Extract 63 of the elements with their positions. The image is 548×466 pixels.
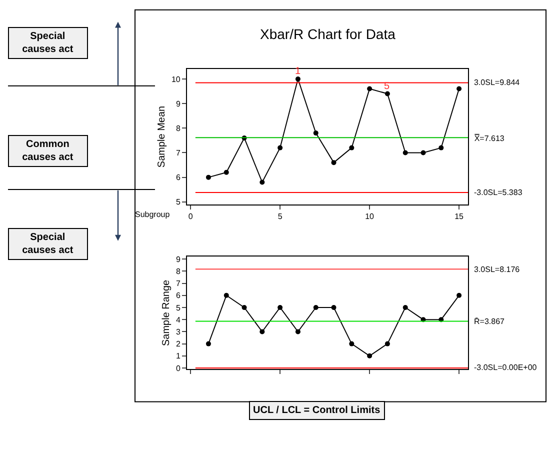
y-tick-label: 0 — [176, 364, 181, 373]
point — [260, 329, 265, 334]
x-axis-title: Subgroup — [135, 210, 170, 219]
y-tick-label: 6 — [176, 291, 181, 300]
y-tick-label: 8 — [176, 124, 181, 133]
annotation: 5 — [384, 81, 390, 92]
text: Special causes act — [22, 31, 74, 55]
y-tick-label: 9 — [176, 99, 181, 108]
y-tick-label: 3 — [176, 328, 181, 336]
text: Common causes act — [22, 139, 74, 163]
point — [331, 305, 336, 310]
x-tick-label: 10 — [365, 212, 375, 221]
point — [367, 86, 372, 92]
y-tick-label: 8 — [176, 267, 181, 276]
point — [278, 145, 283, 150]
ref-line-label: -3.0SL=0.00E+00 — [474, 363, 538, 372]
point — [242, 305, 247, 310]
x-tick-label: 15 — [454, 212, 464, 221]
y-tick-label: 7 — [176, 148, 181, 158]
point — [420, 150, 426, 156]
point — [349, 341, 354, 346]
ref-line-label: -3.0SL=5.383 — [474, 188, 523, 197]
point — [278, 305, 283, 310]
chart-title: Xbar/R Chart for Data — [260, 26, 396, 42]
annotation: 1 — [295, 66, 301, 77]
y-tick-label: 6 — [176, 173, 181, 182]
y-tick-label: 10 — [171, 74, 181, 84]
point — [313, 130, 318, 136]
y-tick-label: 7 — [176, 279, 181, 288]
y-tick-label: 1 — [176, 352, 181, 361]
point — [260, 180, 265, 185]
y-tick-label: 5 — [176, 198, 181, 207]
point — [402, 150, 408, 156]
point — [295, 76, 300, 82]
point — [384, 341, 390, 346]
y-axis-title: Sample Range — [160, 279, 172, 346]
point — [384, 91, 390, 96]
point — [313, 305, 318, 310]
x-tick-label: 5 — [278, 212, 283, 221]
point — [224, 292, 229, 298]
point — [224, 170, 229, 175]
point — [206, 341, 211, 346]
ref-line-label: 3.0SL=9.844 — [474, 78, 520, 87]
point — [402, 305, 408, 310]
point — [295, 329, 300, 334]
point — [367, 353, 372, 358]
x-tick-label: 0 — [188, 212, 194, 221]
ref-line-label: 3.0SL=8.176 — [474, 265, 520, 274]
text: Special causes act — [22, 232, 74, 256]
point — [456, 86, 462, 92]
text: UCL / LCL = Control Limits — [253, 405, 381, 416]
ref-line-label: R̄=3.867 — [474, 317, 506, 326]
point — [456, 292, 462, 298]
y-axis-title: Sample Mean — [156, 106, 168, 168]
y-tick-label: 9 — [176, 254, 181, 264]
point — [438, 145, 444, 150]
y-tick-label: 5 — [176, 303, 181, 312]
y-tick-label: 2 — [176, 340, 181, 349]
y-tick-label: 4 — [176, 315, 181, 324]
point — [331, 160, 336, 166]
ref-line-label: X̿=7.613 — [474, 133, 505, 143]
point — [349, 145, 354, 150]
point — [206, 174, 211, 180]
